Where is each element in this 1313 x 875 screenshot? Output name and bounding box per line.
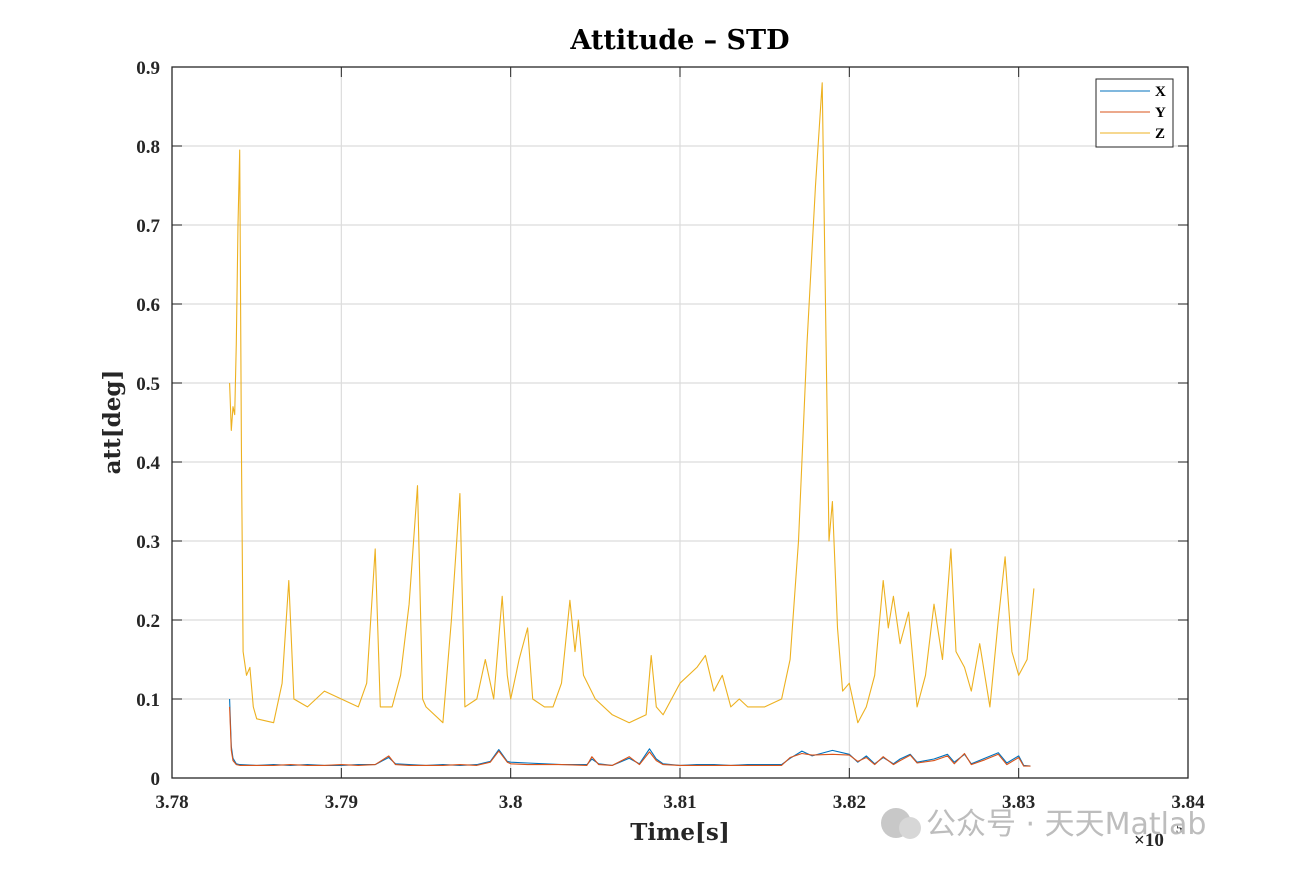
legend-label-x: X — [1155, 84, 1166, 100]
x-tick-label: 3.78 — [155, 792, 188, 813]
y-tick-label: 0.5 — [136, 374, 160, 395]
y-tick-label: 0.4 — [136, 453, 160, 474]
x-axis-label: Time[s] — [630, 819, 730, 846]
series-layer — [229, 82, 1035, 767]
y-tick-label: 0.9 — [136, 58, 160, 79]
series-line-z — [229, 82, 1035, 724]
wechat-icon-small — [899, 817, 921, 839]
x-tick-label: 3.79 — [325, 792, 358, 813]
x-ticks: 3.78 3.79 3.8 3.81 3.82 3.83 3.84 — [155, 67, 1205, 813]
y-tick-label: 0.8 — [136, 137, 160, 158]
y-tick-label: 0.1 — [136, 690, 160, 711]
x-tick-label: 3.8 — [499, 792, 523, 813]
y-tick-label: 0 — [151, 769, 161, 790]
y-tick-label: 0.3 — [136, 532, 160, 553]
legend: X Y Z — [1095, 78, 1174, 148]
x-tick-label: 3.84 — [1171, 792, 1205, 813]
legend-label-y: Y — [1155, 105, 1166, 121]
x-tick-label: 3.82 — [833, 792, 866, 813]
x-exponent-base: ×10 — [1134, 830, 1164, 851]
watermark-text: 公众号 · 天天Matlab — [926, 807, 1206, 842]
legend-box — [1095, 78, 1174, 148]
x-gridlines — [340, 67, 1020, 778]
y-tick-label: 0.2 — [136, 611, 160, 632]
series-line-y — [229, 706, 1031, 767]
chart-title: Attitude – STD — [569, 25, 789, 56]
y-tick-label: 0.7 — [136, 216, 160, 237]
x-exponent: ×10 5 — [1134, 822, 1183, 851]
y-tick-label: 0.6 — [136, 295, 160, 316]
x-exponent-power: 5 — [1176, 822, 1183, 837]
x-tick-label: 3.83 — [1002, 792, 1035, 813]
y-ticks: 0 0.1 0.2 0.3 0.4 0.5 0.6 0.7 0.8 0.9 — [136, 58, 1188, 790]
watermark: 公众号 · 天天Matlab — [881, 807, 1206, 842]
x-tick-label: 3.81 — [663, 792, 696, 813]
y-axis-label: att[deg] — [99, 370, 126, 475]
legend-label-z: Z — [1155, 126, 1165, 142]
